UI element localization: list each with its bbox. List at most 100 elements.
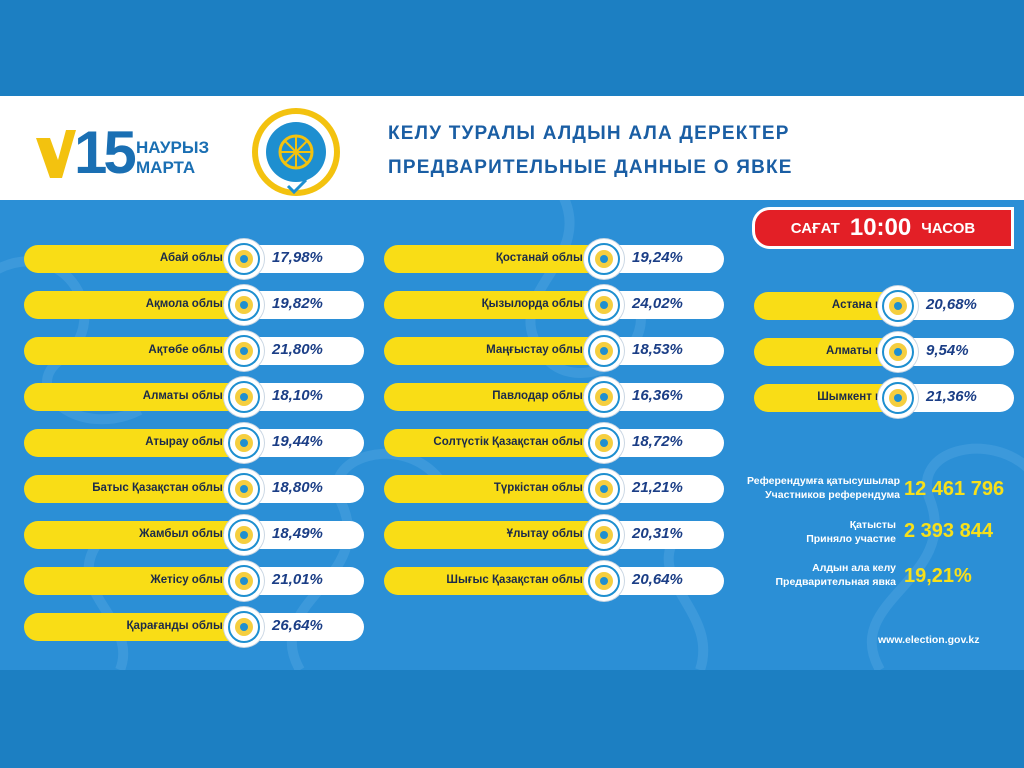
aqmola-emblem-icon [224, 285, 264, 325]
region-row: Батыс Қазақстан облысы 18,80% [24, 469, 364, 509]
region-label-pill [384, 245, 599, 273]
region-turnout-value: 16,36% [632, 387, 683, 404]
region-row: Солтүстік Қазақстан облысы 18,72% [384, 423, 724, 463]
region-turnout-value: 21,21% [632, 479, 683, 496]
region-label-pill [384, 429, 599, 457]
region-label-pill [384, 567, 599, 595]
region-label-pill [24, 245, 239, 273]
commission-seal-icon [252, 108, 340, 196]
region-name: Алматы облысы [142, 390, 239, 402]
region-label-pill [24, 567, 239, 595]
region-label-pill [24, 383, 239, 411]
region-name: Шымкент қ. [817, 391, 884, 403]
region-name: Батыс Қазақстан облысы [92, 482, 239, 494]
region-row: Павлодар облысы 16,36% [384, 377, 724, 417]
region-turnout-value: 20,64% [632, 571, 683, 588]
east-kz-emblem-icon [584, 561, 624, 601]
time-label-kz: САҒАТ [790, 219, 840, 237]
region-row: Шығыс Қазақстан облысы 20,64% [384, 561, 724, 601]
region-name: Ақмола облысы [145, 298, 239, 310]
region-name: Түркістан облысы [493, 482, 599, 494]
region-row: Түркістан облысы 21,21% [384, 469, 724, 509]
region-row: Ұлытау облысы 20,31% [384, 515, 724, 555]
north-kz-emblem-icon [584, 423, 624, 463]
region-row: Астана қ. 20,68% [754, 286, 1014, 326]
stat-took-part-value: 2 393 844 [904, 520, 993, 542]
region-label-pill [754, 292, 894, 320]
region-row: Қостанай облысы 19,24% [384, 239, 724, 279]
region-name: Ұлытау облысы [506, 528, 599, 540]
region-label-pill [24, 613, 239, 641]
region-turnout-value: 20,31% [632, 525, 683, 542]
region-turnout-value: 18,80% [272, 479, 323, 496]
region-turnout-value: 18,10% [272, 387, 323, 404]
region-row: Алматы облысы 18,10% [24, 377, 364, 417]
region-label-pill [754, 384, 894, 412]
time-label-ru: ЧАСОВ [921, 219, 976, 237]
almaty-city-emblem-icon [878, 332, 918, 372]
stat-turnout-ru: Предварительная явка [775, 576, 897, 588]
region-row: Алматы қ. 9,54% [754, 332, 1014, 372]
title-ru: ПРЕДВАРИТЕЛЬНЫЕ ДАННЫЕ О ЯВКЕ [388, 157, 793, 178]
region-name: Астана қ. [831, 299, 884, 311]
region-label-pill [384, 475, 599, 503]
region-label-pill [754, 338, 894, 366]
region-turnout-value: 26,64% [272, 617, 323, 634]
region-label-pill [384, 337, 599, 365]
logo-line2: МАРТА [136, 158, 196, 177]
region-turnout-value: 19,24% [632, 249, 683, 266]
region-turnout-value: 9,54% [926, 342, 969, 359]
astana-emblem-icon [878, 286, 918, 326]
region-turnout-value: 24,02% [632, 295, 683, 312]
logo-line1: НАУРЫЗ [136, 138, 210, 157]
west-kz-emblem-icon [224, 469, 264, 509]
region-name: Жамбыл облысы [139, 528, 239, 540]
region-name: Павлодар облысы [492, 390, 599, 402]
atyrau-emblem-icon [224, 423, 264, 463]
region-label-pill [24, 475, 239, 503]
region-turnout-value: 21,36% [926, 388, 977, 405]
region-name: Солтүстік Қазақстан облысы [433, 436, 599, 448]
karaganda-emblem-icon [224, 607, 264, 647]
region-label-pill [24, 429, 239, 457]
stat-turnout-kz: Алдын ала келу [812, 562, 896, 574]
region-row: Абай облысы 17,98% [24, 239, 364, 279]
region-row: Қызылорда облысы 24,02% [384, 285, 724, 325]
title-kz: КЕЛУ ТУРАЛЫ АЛДЫН АЛА ДЕРЕКТЕР [388, 123, 790, 144]
region-row: Атырау облысы 19,44% [24, 423, 364, 463]
region-row: Ақмола облысы 19,82% [24, 285, 364, 325]
region-turnout-value: 18,53% [632, 341, 683, 358]
region-name: Шығыс Қазақстан облысы [446, 574, 599, 586]
region-turnout-value: 18,72% [632, 433, 683, 450]
top-band [0, 0, 1024, 96]
mangystau-emblem-icon [584, 331, 624, 371]
time-value: 10:00 [849, 214, 912, 241]
stat-participants-kz: Референдумға қатысушылар [747, 475, 900, 487]
region-turnout-value: 19,44% [272, 433, 323, 450]
stat-turnout: Алдын ала келу Предварительная явка 19,2… [700, 561, 972, 589]
stat-took-part-ru: Приняло участие [806, 533, 896, 545]
turkestan-emblem-icon [584, 469, 624, 509]
abai-emblem-icon [224, 239, 264, 279]
region-name: Қостанай облысы [495, 252, 599, 264]
region-name: Ақтөбе облысы [148, 344, 239, 356]
almaty-region-emblem-icon [224, 377, 264, 417]
shymkent-emblem-icon [878, 378, 918, 418]
region-name: Алматы қ. [826, 345, 884, 357]
region-turnout-value: 21,80% [272, 341, 323, 358]
region-name: Қарағанды облысы [126, 620, 239, 632]
region-turnout-value: 17,98% [272, 249, 323, 266]
region-label-pill [24, 521, 239, 549]
stat-participants: Референдумға қатысушылар Участников рефе… [700, 474, 1004, 502]
region-row: Маңғыстау облысы 18,53% [384, 331, 724, 371]
header [0, 96, 1024, 200]
stat-took-part-kz: Қатысты [849, 519, 896, 531]
ulytau-emblem-icon [584, 515, 624, 555]
website-link[interactable]: www.election.gov.kz [878, 634, 980, 646]
region-turnout-value: 20,68% [926, 296, 977, 313]
region-name: Жетісу облысы [150, 574, 239, 586]
bottom-band [0, 670, 1024, 768]
region-label-pill [384, 521, 599, 549]
region-row: Жетісу облысы 21,01% [24, 561, 364, 601]
region-turnout-value: 19,82% [272, 295, 323, 312]
